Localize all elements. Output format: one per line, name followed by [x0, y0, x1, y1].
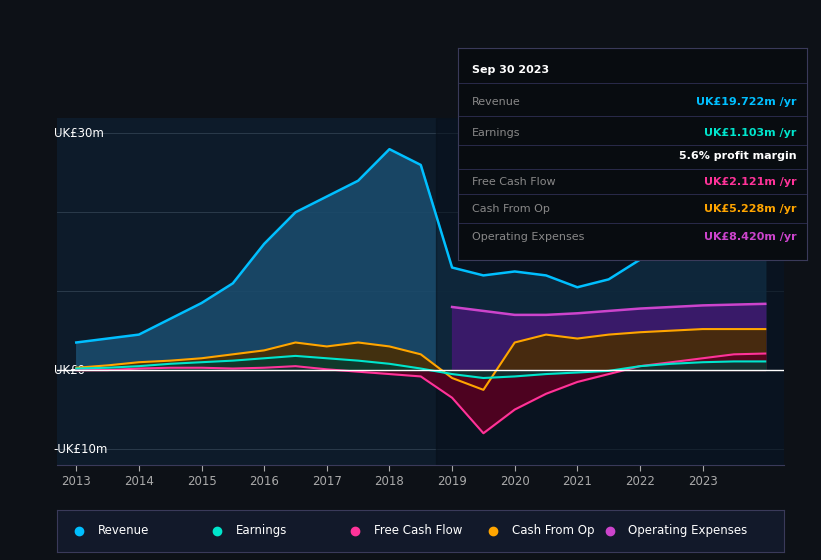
- Text: Revenue: Revenue: [472, 97, 521, 107]
- Text: Revenue: Revenue: [98, 524, 149, 537]
- Text: -UK£10m: -UK£10m: [54, 442, 108, 455]
- Text: UK£5.228m /yr: UK£5.228m /yr: [704, 204, 796, 214]
- Text: UK£2.121m /yr: UK£2.121m /yr: [704, 176, 796, 186]
- Text: Operating Expenses: Operating Expenses: [472, 232, 585, 242]
- Text: UK£0: UK£0: [54, 363, 85, 377]
- Text: Free Cash Flow: Free Cash Flow: [472, 176, 556, 186]
- Text: Cash From Op: Cash From Op: [511, 524, 594, 537]
- Text: UK£8.420m /yr: UK£8.420m /yr: [704, 232, 796, 242]
- Text: UK£19.722m /yr: UK£19.722m /yr: [696, 97, 796, 107]
- Text: Earnings: Earnings: [472, 128, 521, 138]
- Text: UK£1.103m /yr: UK£1.103m /yr: [704, 128, 796, 138]
- Text: Operating Expenses: Operating Expenses: [628, 524, 747, 537]
- Text: UK£30m: UK£30m: [54, 127, 103, 140]
- Text: Cash From Op: Cash From Op: [472, 204, 550, 214]
- Text: Sep 30 2023: Sep 30 2023: [472, 65, 549, 75]
- Text: Free Cash Flow: Free Cash Flow: [374, 524, 462, 537]
- Text: 5.6% profit margin: 5.6% profit margin: [679, 151, 796, 161]
- Bar: [437, 118, 796, 465]
- Text: Earnings: Earnings: [236, 524, 287, 537]
